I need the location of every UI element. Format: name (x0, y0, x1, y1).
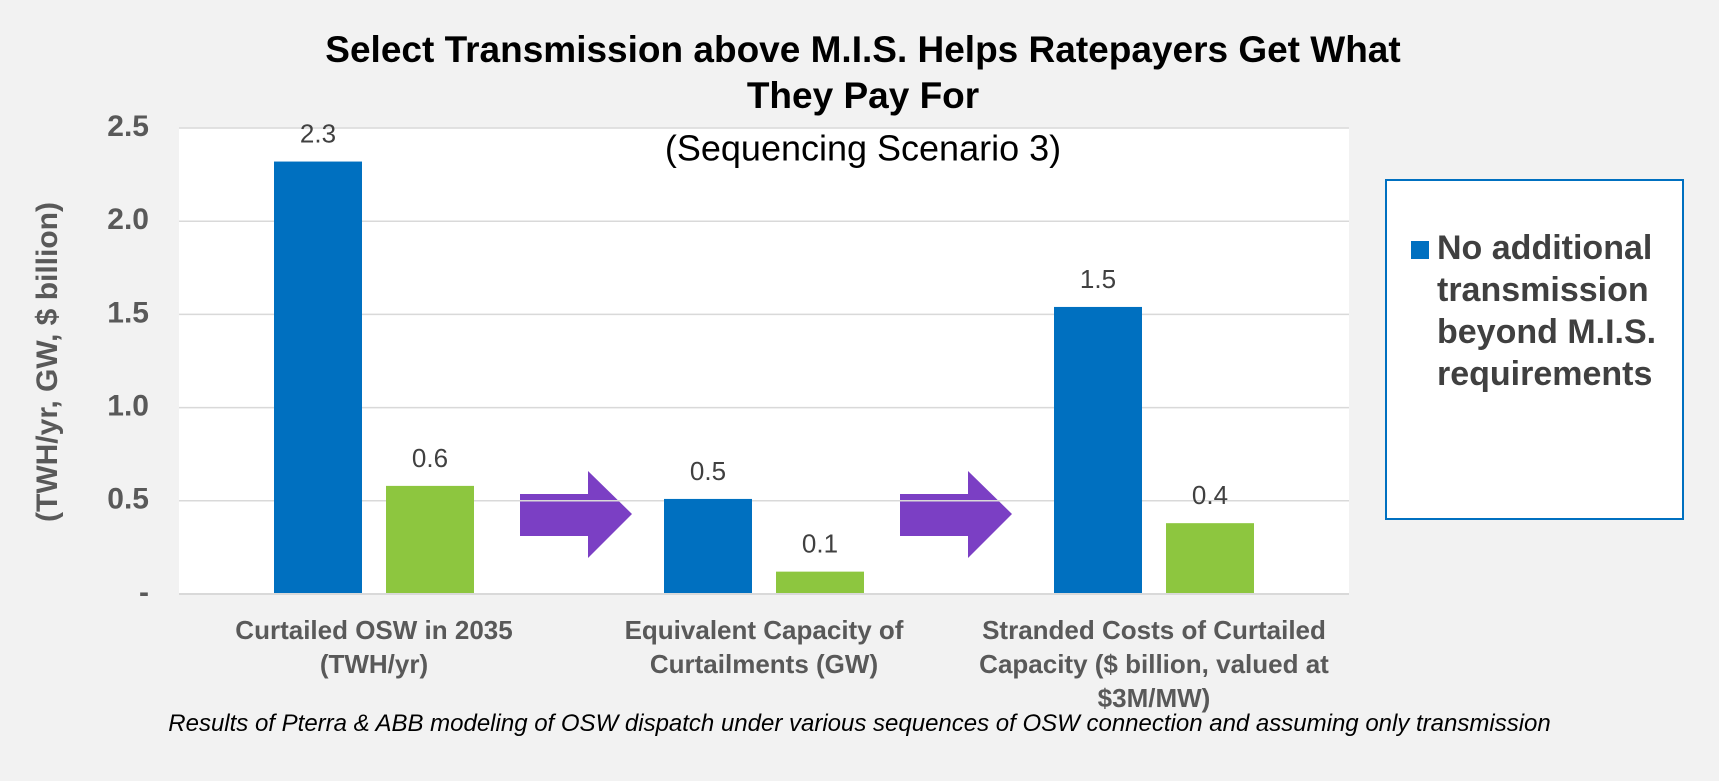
y-tick-label: 2.0 (107, 203, 149, 236)
chart-subtitle: (Sequencing Scenario 3) (665, 128, 1061, 169)
bar (776, 571, 864, 594)
chart-title: Select Transmission above M.I.S. Helps R… (325, 29, 1400, 116)
bar (386, 485, 474, 594)
value-label: 0.4 (1192, 480, 1228, 510)
legend-swatch (1411, 241, 1429, 259)
plot-area (179, 128, 1349, 594)
value-label: 1.5 (1080, 264, 1116, 294)
value-label: 2.3 (300, 118, 336, 148)
y-axis-title: (TWH/yr, GW, $ billion) (31, 202, 64, 522)
y-tick-label: 0.5 (107, 483, 149, 516)
footnote: Results of Pterra & ABB modeling of OSW … (168, 710, 1551, 737)
value-label: 0.1 (802, 529, 838, 559)
arrow (520, 471, 632, 558)
y-tick-label: 1.0 (107, 390, 149, 423)
x-tick-label: Equivalent Capacity of Curtailments (GW) (624, 615, 904, 679)
bar (1054, 306, 1142, 594)
legend-label: No additional transmission beyond M.I.S.… (1437, 229, 1657, 393)
bar (274, 161, 362, 594)
bar (664, 498, 752, 594)
value-label: 0.5 (690, 456, 726, 486)
bar (1166, 523, 1254, 594)
arrow (900, 471, 1012, 558)
y-tick-label: 1.5 (107, 296, 149, 329)
y-tick-label: - (139, 576, 149, 609)
x-tick-label: Curtailed OSW in 2035 (TWH/yr) (235, 615, 513, 679)
value-label: 0.6 (412, 443, 448, 473)
x-tick-label: Stranded Costs of Curtailed Capacity ($ … (979, 615, 1329, 713)
y-tick-label: 2.5 (107, 110, 149, 143)
legend: No additional transmission beyond M.I.S.… (1385, 179, 1684, 520)
